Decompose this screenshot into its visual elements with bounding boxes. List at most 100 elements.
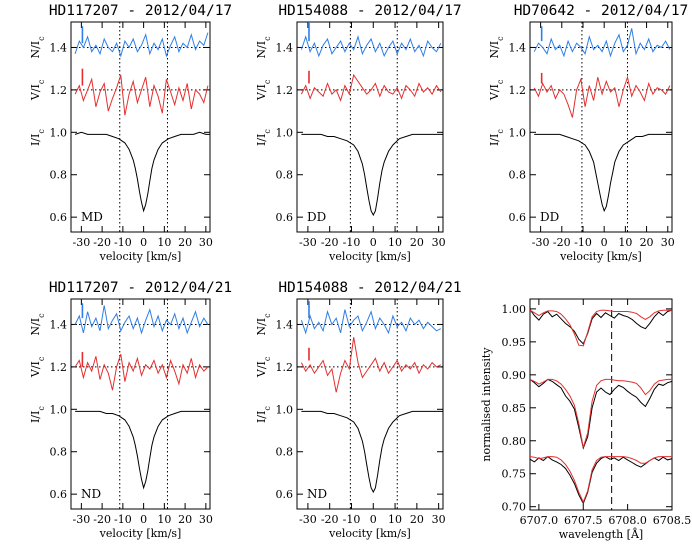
y-tick-label: 0.6 [50,488,68,501]
y-axis-label: V/Ic [255,79,272,101]
x-axis-label: velocity [km/s] [328,527,411,540]
y-tick-label: 0.8 [509,169,527,182]
y-tick-label: 0.80 [502,435,527,448]
y-tick-label: 0.70 [502,501,527,514]
chart-title: HD117207 - 2012/04/21 [49,280,232,296]
x-tick-label: -30 [299,513,317,526]
y-tick-label: 1.4 [509,41,527,54]
y-tick-label: 1.2 [50,84,68,97]
x-tick-label: -10 [114,513,132,526]
x-axis-label: velocity [km/s] [99,527,182,540]
plot-frame [529,298,673,511]
detection-class-label: ND [81,487,101,501]
y-axis-label: V/Ic [29,356,46,378]
y-tick-label: 1.0 [276,403,294,416]
x-tick-label: 30 [432,513,446,526]
y-tick-label: 0.8 [50,169,68,182]
y-axis-label: I/Ic [255,129,272,146]
x-tick-label: 30 [432,236,446,249]
chart-title: HD70642 - 2012/04/17 [514,3,689,19]
x-tick-label: 20 [410,513,424,526]
x-tick-label: -30 [299,236,317,249]
stokes-I-profile [301,133,443,217]
y-tick-label: 0.85 [502,402,527,415]
detection-class-label: DD [307,210,326,224]
x-tick-label: 10 [157,236,171,249]
y-tick-label: 1.0 [50,126,68,139]
x-tick-label: 0 [601,236,608,249]
detection-class-label: MD [81,210,103,224]
y-axis-label: N/Ic [29,36,46,59]
stokes-N-profile [533,28,671,58]
x-tick-label: -30 [532,236,550,249]
y-tick-label: 1.4 [276,41,294,54]
x-tick-label: -10 [574,236,592,249]
x-tick-label: 30 [661,236,675,249]
stokes-N-profile [74,305,209,335]
y-axis-label: V/Ic [488,79,505,101]
y-axis-label: I/Ic [255,406,272,423]
x-tick-label: 10 [618,236,632,249]
stokes-V-profile [533,75,671,118]
y-tick-label: 0.6 [50,211,68,224]
y-tick-label: 0.8 [50,446,68,459]
y-tick-label: 0.90 [502,369,527,382]
y-axis-label: V/Ic [255,356,272,378]
x-tick-label: 30 [199,513,213,526]
y-axis-label: I/Ic [29,406,46,423]
y-tick-label: 1.4 [50,41,68,54]
y-tick-label: 1.2 [509,84,527,97]
y-axis-label: N/Ic [255,36,272,59]
stokes-N-profile [300,309,442,335]
x-tick-label: -20 [93,513,111,526]
stokes-V-profile [74,354,209,391]
y-tick-label: 1.00 [502,303,527,316]
y-tick-label: 1.0 [50,403,68,416]
y-tick-label: 0.6 [509,211,527,224]
x-tick-label: 20 [178,513,192,526]
model-spectrum [529,378,672,448]
x-tick-label: -20 [321,236,339,249]
y-tick-label: 1.4 [276,318,294,331]
observed-spectrum [529,455,673,505]
y-tick-label: 1.0 [509,126,527,139]
x-tick-label: 0 [140,513,147,526]
y-axis-label: I/Ic [488,129,505,146]
y-tick-label: 1.2 [276,361,294,374]
x-axis-label: velocity [km/s] [328,250,411,263]
y-tick-label: 0.75 [502,468,527,481]
x-tick-label: 10 [388,236,402,249]
y-tick-label: 1.2 [276,84,294,97]
stokes-V-profile [300,337,442,393]
observed-spectrum [529,378,673,450]
stokes-I-profile [74,131,210,213]
chart-title: HD117207 - 2012/04/17 [49,3,232,19]
model-spectrum [529,456,672,504]
stokes-N-profile [300,35,442,58]
detection-class-label: ND [307,487,327,501]
plot-frame [70,21,211,233]
y-axis-label: normalised intensity [480,347,493,462]
detection-class-label: DD [540,210,559,224]
plot-frame [296,21,444,233]
x-axis-label: velocity [km/s] [559,250,642,263]
plot-frame [70,298,211,510]
x-tick-label: 10 [388,513,402,526]
y-axis-label: I/Ic [29,129,46,146]
x-tick-label: 0 [370,513,377,526]
x-tick-label: -10 [114,236,132,249]
y-tick-label: 0.8 [276,446,294,459]
x-tick-label: 20 [410,236,424,249]
x-tick-label: -30 [73,513,91,526]
plot-frame [529,21,673,233]
observed-spectrum [529,309,673,345]
x-tick-label: 6708.5 [653,514,692,527]
x-tick-label: 6707.5 [564,514,603,527]
x-tick-label: -30 [73,236,91,249]
stokes-I-profile [534,133,672,213]
stokes-V-profile [74,74,209,116]
y-tick-label: 0.6 [276,211,294,224]
chart-title: HD154088 - 2012/04/17 [278,3,461,19]
x-axis-label: velocity [km/s] [99,250,182,263]
